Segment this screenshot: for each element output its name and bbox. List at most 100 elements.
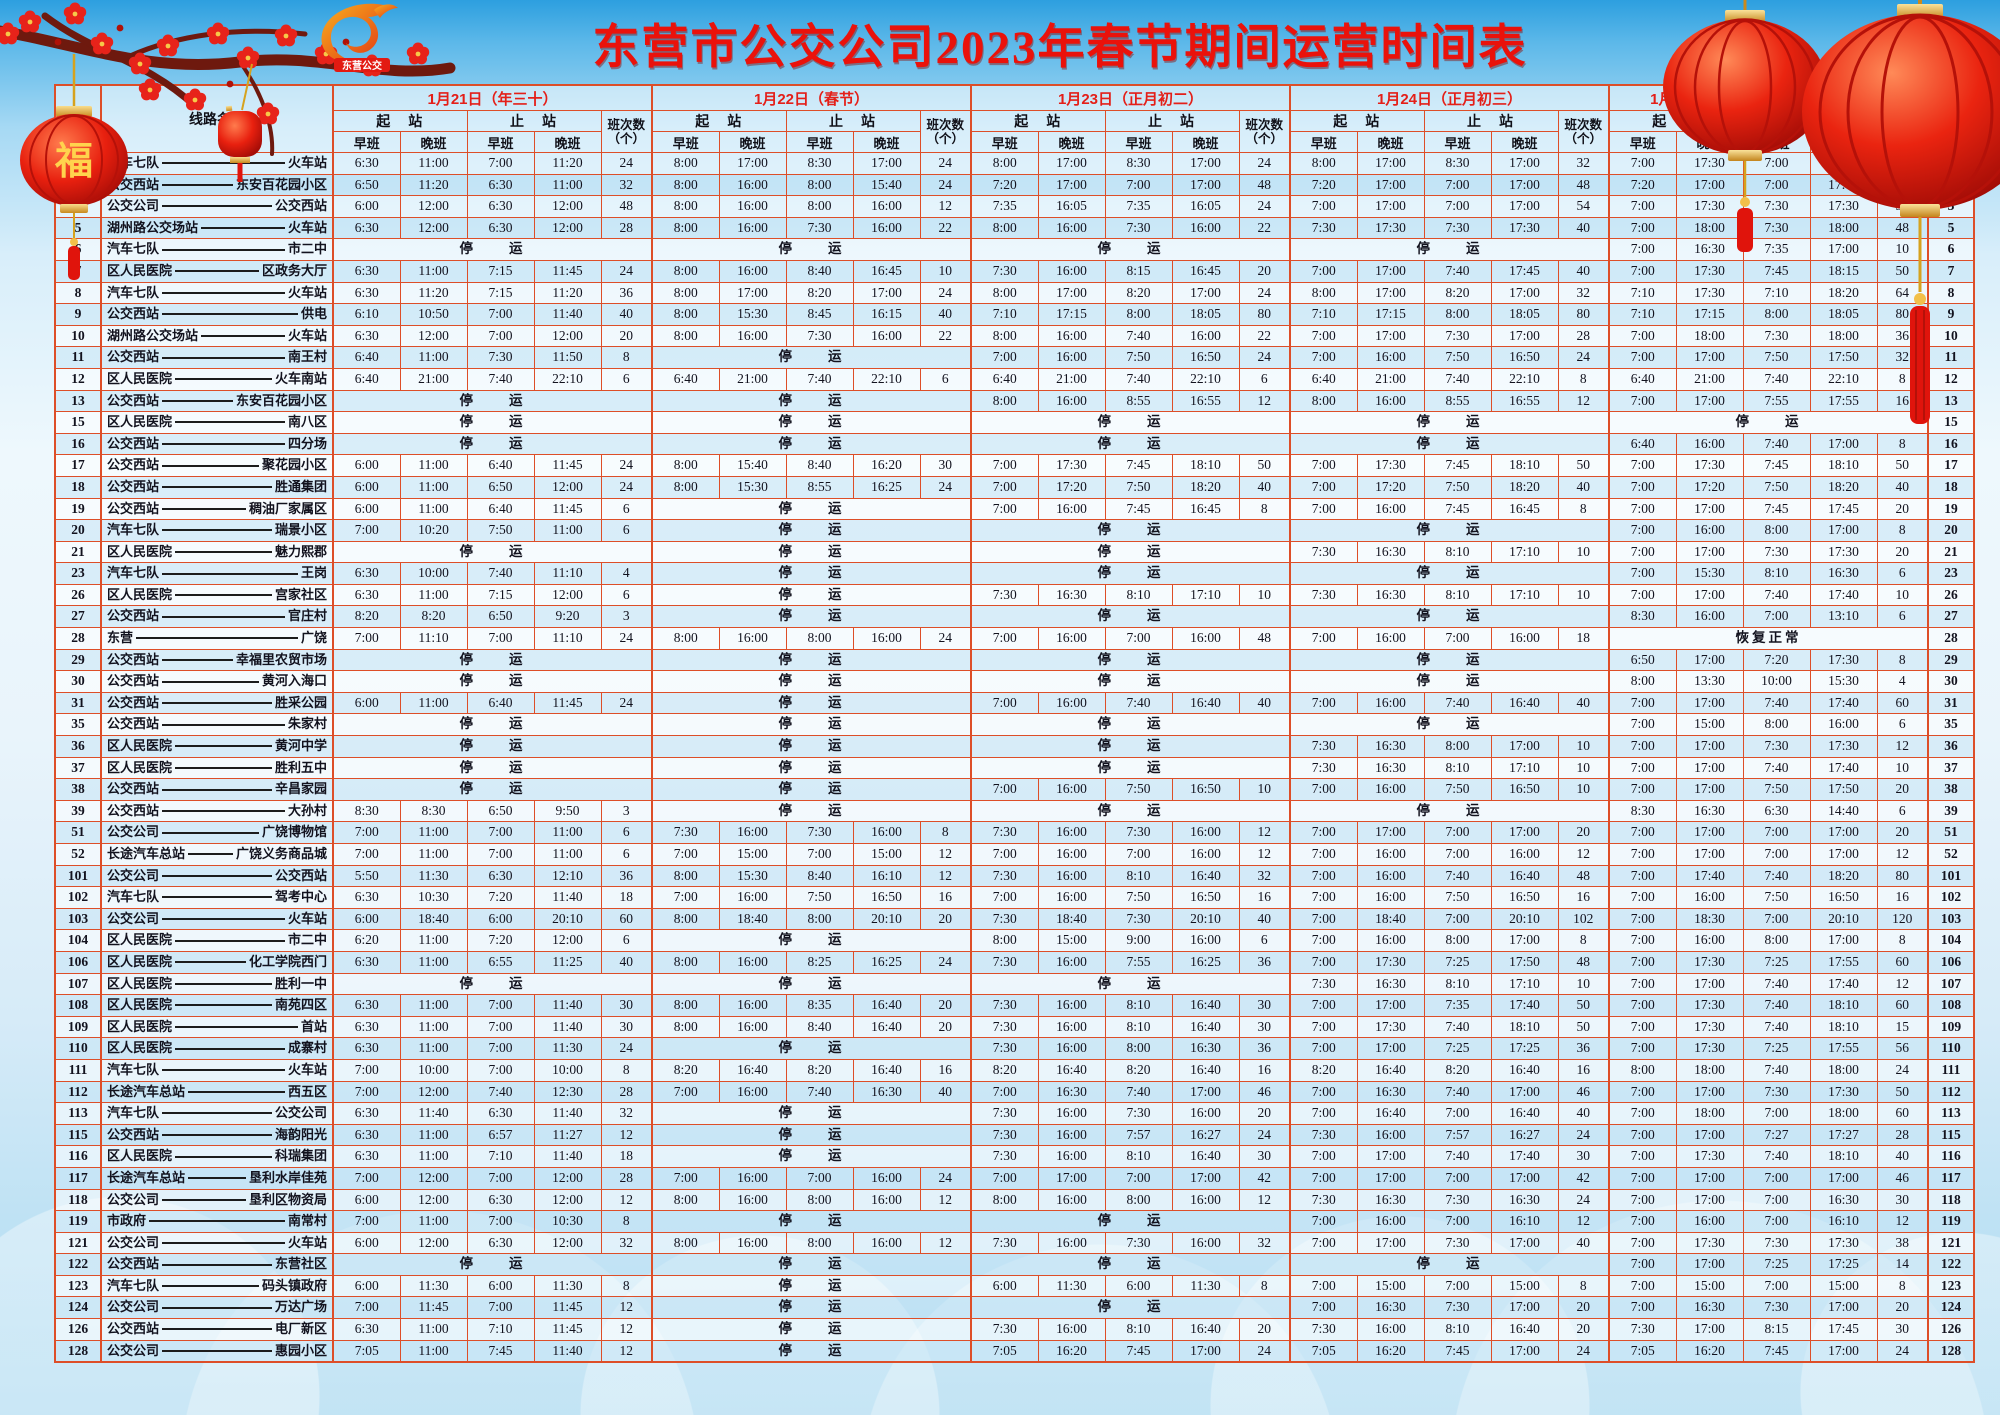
time-cell: 7:00 bbox=[1742, 843, 1811, 866]
route-to: 黄河入海口 bbox=[261, 673, 327, 689]
time-cell: 7:30 bbox=[1104, 907, 1173, 931]
route-name: 公交西站 东营社区 bbox=[107, 1255, 327, 1275]
route-name-cell: 区人民医院 区政务大厅 bbox=[100, 259, 334, 283]
time-cell: 15:30 bbox=[1809, 670, 1878, 693]
frequency-cell: 20 bbox=[1876, 821, 1929, 844]
suspended-cell: 停 运 bbox=[1289, 648, 1610, 672]
time-cell: 16:30 bbox=[1356, 756, 1425, 780]
suspended-cell: 停 运 bbox=[970, 713, 1291, 737]
frequency-cell: 10 bbox=[1238, 778, 1291, 801]
table-row: 31 公交西站 胜采公园 6:00 11:00 6:40 11:45 24 停 运 7:00 16:… bbox=[54, 691, 1976, 715]
time-cell: 7:30 bbox=[1742, 195, 1811, 218]
time-cell: 7:00 bbox=[785, 843, 854, 866]
time-cell: 7:45 bbox=[1423, 1339, 1492, 1363]
frequency-cell: 12 bbox=[919, 1188, 972, 1212]
time-cell: 18:10 bbox=[1809, 1145, 1878, 1168]
time-cell: 16:30 bbox=[1037, 583, 1106, 607]
time-cell: 17:45 bbox=[1809, 1318, 1878, 1341]
route-to: 区政务大厅 bbox=[261, 262, 327, 278]
time-cell: 17:00 bbox=[1675, 1188, 1744, 1212]
route-dash bbox=[162, 162, 285, 165]
time-cell: 7:30 bbox=[1423, 1296, 1492, 1320]
suspended-cell: 停 运 bbox=[970, 519, 1291, 542]
time-cell: 16:30 bbox=[1809, 562, 1878, 585]
time-cell: 7:30 bbox=[1608, 1318, 1677, 1341]
route-dash bbox=[162, 1134, 272, 1137]
route-from: 汽车七队 bbox=[107, 565, 160, 581]
time-cell: 8:40 bbox=[785, 454, 854, 477]
frequency-cell: 24 bbox=[1557, 346, 1610, 369]
time-cell: 17:30 bbox=[1809, 735, 1878, 758]
route-from: 公交西站 bbox=[107, 435, 160, 451]
route-name: 公交西站 四分场 bbox=[107, 434, 327, 454]
suspended-cell: 停 运 bbox=[332, 432, 653, 456]
time-cell: 7:50 bbox=[1423, 886, 1492, 909]
route-to: 胜通集团 bbox=[274, 478, 327, 494]
route-name-cell: 公交西站 幸福里农贸市场 bbox=[100, 648, 334, 672]
time-cell: 11:27 bbox=[533, 1123, 602, 1147]
time-cell: 17:00 bbox=[1809, 821, 1878, 844]
time-cell: 16:00 bbox=[1171, 821, 1240, 844]
route-name-cell: 汽车七队 码头镇政府 bbox=[100, 1274, 334, 1298]
time-cell: 8:00 bbox=[785, 1231, 854, 1255]
route-dash bbox=[162, 896, 272, 899]
table-row: 13 公交西站 东安百花园小区停 运停 运 8:00 16:00 8:55 16:55 12 8… bbox=[54, 389, 1976, 413]
frequency-cell: 32 bbox=[1238, 864, 1291, 888]
time-cell: 17:30 bbox=[1675, 454, 1744, 477]
time-cell: 17:30 bbox=[1356, 454, 1425, 477]
time-cell: 7:00 bbox=[1608, 886, 1677, 909]
time-cell: 18:30 bbox=[1675, 907, 1744, 931]
route-dash bbox=[162, 874, 272, 877]
time-cell: 16:40 bbox=[1171, 1145, 1240, 1168]
line-number-cell: 16 bbox=[54, 432, 102, 456]
evening-shift-header: 晚班 bbox=[1037, 131, 1106, 153]
time-cell: 16:50 bbox=[1171, 346, 1240, 369]
time-cell: 7:00 bbox=[332, 519, 401, 542]
time-cell: 11:00 bbox=[533, 821, 602, 844]
page-title: 东营市公交公司2023年春节期间运营时间表 bbox=[592, 22, 1528, 74]
route-name: 公交西站 胜采公园 bbox=[107, 693, 327, 713]
time-cell: 7:00 bbox=[1289, 821, 1358, 844]
frequency-cell: 18 bbox=[600, 886, 653, 909]
line-number-cell-right: 8 bbox=[1927, 281, 1976, 305]
frequency-cell: 102 bbox=[1557, 907, 1610, 931]
time-cell: 7:30 bbox=[1742, 540, 1811, 564]
time-cell: 10:00 bbox=[533, 1058, 602, 1082]
time-cell: 7:30 bbox=[1423, 1231, 1492, 1255]
time-cell: 11:40 bbox=[533, 1015, 602, 1039]
table-row: 118 公交公司 垦利区物资局 6:00 12:00 6:30 12:00 12 8:00 16:… bbox=[54, 1188, 1976, 1212]
frequency-cell: 4 bbox=[1876, 670, 1929, 693]
time-cell: 16:50 bbox=[852, 886, 921, 909]
route-dash bbox=[175, 982, 272, 985]
date-group-header: 1月23日（正月初二） bbox=[970, 84, 1291, 111]
time-cell: 18:20 bbox=[1171, 475, 1240, 499]
frequency-cell: 40 bbox=[1557, 216, 1610, 240]
time-cell: 16:45 bbox=[1490, 497, 1559, 521]
route-to: 火车站 bbox=[287, 910, 327, 926]
time-cell: 16:05 bbox=[1171, 195, 1240, 218]
frequency-cell: 20 bbox=[600, 324, 653, 348]
table-row: 19 公交西站 稠油厂家属区 6:00 11:00 6:40 11:45 6 停 运 7:00 16… bbox=[54, 497, 1976, 521]
table-row: 8 汽车七队 火车站 6:30 11:20 7:15 11:20 36 8:00 17:00 8:2… bbox=[54, 281, 1976, 305]
time-cell: 7:20 bbox=[970, 173, 1039, 197]
line-number-cell: 8 bbox=[54, 281, 102, 305]
time-cell: 6:50 bbox=[466, 799, 535, 823]
route-dash bbox=[175, 550, 272, 553]
frequency-cell: 12 bbox=[1876, 843, 1929, 866]
route-name-cell: 汽车七队 火车站 bbox=[100, 152, 334, 175]
suspended-cell: 停 运 bbox=[651, 1296, 972, 1320]
time-cell: 8:30 bbox=[1608, 605, 1677, 629]
time-cell: 7:00 bbox=[1423, 195, 1492, 218]
time-cell: 7:00 bbox=[1289, 950, 1358, 974]
frequency-cell: 40 bbox=[1557, 1231, 1610, 1255]
time-cell: 17:00 bbox=[1675, 843, 1744, 866]
line-number-cell: 101 bbox=[54, 864, 102, 888]
route-name-cell: 长途汽车总站 垦利水岸佳苑 bbox=[100, 1166, 334, 1190]
route-to: 成寨村 bbox=[287, 1040, 327, 1056]
time-cell: 16:00 bbox=[718, 994, 787, 1017]
frequency-cell: 6 bbox=[1876, 799, 1929, 823]
route-to: 幸福里农贸市场 bbox=[235, 651, 327, 667]
time-cell: 17:10 bbox=[1490, 540, 1559, 564]
line-number-cell: 128 bbox=[54, 1339, 102, 1363]
suspended-cell: 停 运 bbox=[651, 1339, 972, 1363]
